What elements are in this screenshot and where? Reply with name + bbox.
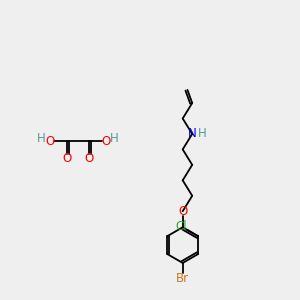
Text: N: N <box>188 128 197 140</box>
Text: H: H <box>110 132 119 145</box>
Text: O: O <box>62 152 71 165</box>
Text: O: O <box>178 205 187 218</box>
Text: Br: Br <box>176 272 189 285</box>
Text: Cl: Cl <box>176 220 187 233</box>
Text: O: O <box>102 135 111 148</box>
Text: H: H <box>198 128 207 140</box>
Text: H: H <box>37 132 46 145</box>
Text: O: O <box>84 152 94 165</box>
Text: O: O <box>45 135 54 148</box>
